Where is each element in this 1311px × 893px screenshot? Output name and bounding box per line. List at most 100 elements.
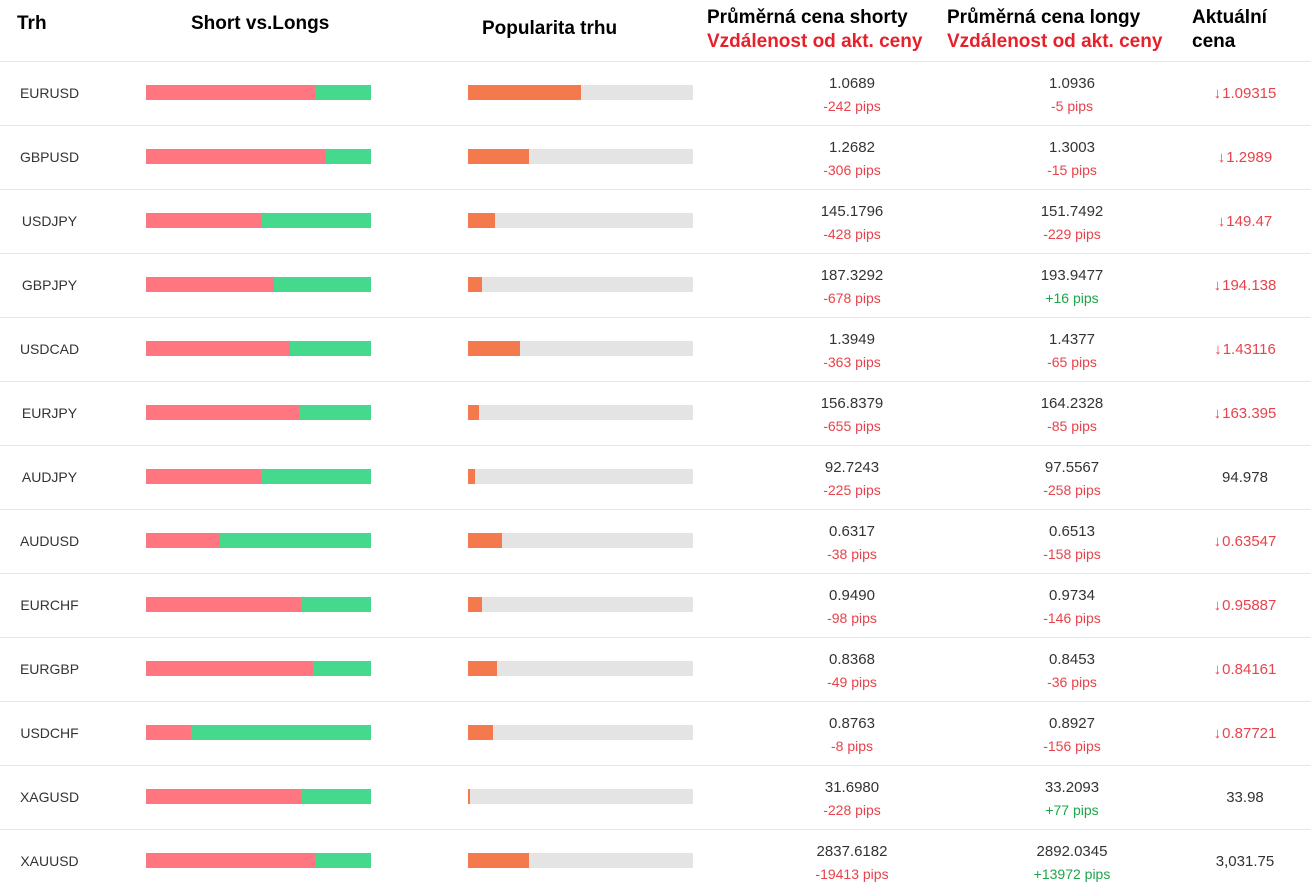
market-name[interactable]: USDCHF	[20, 725, 79, 741]
popularity-fill	[468, 789, 471, 804]
market-name[interactable]: EURGBP	[19, 661, 80, 677]
current-price-value: 0.95887	[1222, 597, 1277, 614]
market-name[interactable]: EURJPY	[21, 405, 78, 421]
popularity-bar	[468, 597, 693, 612]
table-row[interactable]: EURJPY 156.8379 -655 pips 164.2328 -85 pips ↓…	[0, 381, 1311, 445]
market-name[interactable]: XAGUSD	[19, 789, 80, 805]
popularity-fill	[468, 277, 482, 292]
avg-long-pips: -229 pips	[1043, 226, 1101, 242]
popularity-bar	[468, 533, 693, 548]
avg-long-pips: -65 pips	[1047, 354, 1097, 370]
long-portion	[326, 149, 371, 164]
short-portion	[146, 725, 191, 740]
header-market: Trh	[17, 13, 47, 34]
table-row[interactable]: GBPUSD 1.2682 -306 pips 1.3003 -15 pips ↓1.29…	[0, 125, 1311, 189]
short-portion	[146, 789, 302, 804]
table-row[interactable]: EURCHF 0.9490 -98 pips 0.9734 -146 pips ↓0.95…	[0, 573, 1311, 637]
short-portion	[146, 149, 326, 164]
popularity-bar	[468, 85, 693, 100]
table-row[interactable]: AUDJPY 92.7243 -225 pips 97.5567 -258 pips 94…	[0, 445, 1311, 509]
long-portion	[260, 469, 371, 484]
market-name[interactable]: USDCAD	[19, 341, 80, 357]
short-portion	[146, 661, 313, 676]
avg-short: 92.7243 -225 pips	[742, 458, 962, 500]
popularity-fill	[468, 85, 581, 100]
popularity-fill	[468, 533, 502, 548]
table-row[interactable]: XAUUSD 2837.6182 -19413 pips 2892.0345 +1397…	[0, 829, 1311, 893]
market-name[interactable]: GBPUSD	[19, 149, 80, 165]
market-name[interactable]: USDJPY	[21, 213, 78, 229]
avg-short-price: 1.3949	[829, 331, 875, 348]
popularity-bar	[468, 213, 693, 228]
short-portion	[146, 533, 221, 548]
avg-long: 193.9477 +16 pips	[962, 266, 1182, 308]
popularity-bar	[468, 469, 693, 484]
table-row[interactable]: USDCAD 1.3949 -363 pips 1.4377 -65 pips ↓1.43…	[0, 317, 1311, 381]
popularity-fill	[468, 661, 498, 676]
short-long-ratio-bar	[146, 469, 371, 484]
long-portion	[260, 213, 371, 228]
market-name[interactable]: EURUSD	[19, 85, 80, 101]
market-name[interactable]: EURCHF	[20, 597, 79, 613]
popularity-fill	[468, 149, 529, 164]
avg-long-price: 0.8927	[1049, 715, 1095, 732]
popularity-bar	[468, 277, 693, 292]
popularity-bar	[468, 661, 693, 676]
avg-short-pips: -98 pips	[827, 610, 877, 626]
current-price-value: 1.2989	[1226, 149, 1273, 166]
table-row[interactable]: EURGBP 0.8368 -49 pips 0.8453 -36 pips ↓0.841…	[0, 637, 1311, 701]
avg-long: 1.0936 -5 pips	[962, 74, 1182, 116]
avg-long-pips: +13972 pips	[1033, 866, 1111, 882]
table-row[interactable]: EURUSD 1.0689 -242 pips 1.0936 -5 pips ↓1.093…	[0, 61, 1311, 125]
header-popularity: Popularita trhu	[482, 18, 618, 39]
avg-long-pips: -158 pips	[1043, 546, 1101, 562]
header-avg-long-distance: Vzdálenost od akt. ceny	[947, 31, 1163, 52]
avg-long: 33.2093 +77 pips	[962, 778, 1182, 820]
avg-long: 1.4377 -65 pips	[962, 330, 1182, 372]
long-portion	[274, 277, 371, 292]
short-portion	[146, 469, 261, 484]
avg-long: 164.2328 -85 pips	[962, 394, 1182, 436]
short-long-ratio-bar	[146, 85, 371, 100]
arrow-down-icon: ↓	[1213, 725, 1222, 742]
market-name[interactable]: XAUUSD	[20, 853, 79, 869]
avg-short-price: 31.6980	[824, 779, 880, 796]
table-row[interactable]: USDCHF 0.8763 -8 pips 0.8927 -156 pips ↓0.877…	[0, 701, 1311, 765]
avg-short-price: 1.0689	[829, 75, 875, 92]
avg-long-pips: +77 pips	[1045, 802, 1099, 818]
header-avg-short: Průměrná cena shorty Vzdálenost od akt. …	[707, 6, 922, 54]
market-name[interactable]: GBPJPY	[21, 277, 78, 293]
short-portion	[146, 405, 299, 420]
avg-long-pips: -146 pips	[1043, 610, 1101, 626]
arrow-down-icon: ↓	[1213, 405, 1222, 422]
avg-long-price: 1.0936	[1049, 75, 1095, 92]
long-portion	[301, 789, 371, 804]
current-price-value: 0.87721	[1222, 725, 1277, 742]
table-row[interactable]: XAGUSD 31.6980 -228 pips 33.2093 +77 pips 33.…	[0, 765, 1311, 829]
arrow-down-icon: ↓	[1214, 341, 1222, 358]
popularity-bar	[468, 725, 693, 740]
arrow-down-icon: ↓	[1217, 149, 1226, 166]
arrow-down-icon: ↓	[1213, 597, 1222, 614]
current-price-value: 0.63547	[1222, 533, 1277, 550]
header-current-line1: Aktuální	[1192, 7, 1267, 28]
short-long-ratio-bar	[146, 725, 371, 740]
table-header: Trh Short vs.Longs Popularita trhu Průmě…	[0, 0, 1311, 61]
market-name[interactable]: AUDJPY	[21, 469, 78, 485]
current-price: ↓194.138	[1190, 254, 1300, 317]
table-row[interactable]: AUDUSD 0.6317 -38 pips 0.6513 -158 pips ↓0.63…	[0, 509, 1311, 573]
long-portion	[299, 405, 371, 420]
header-current-line2: cena	[1192, 31, 1236, 52]
popularity-bar	[468, 789, 693, 804]
avg-long: 2892.0345 +13972 pips	[962, 842, 1182, 884]
avg-short-price: 156.8379	[820, 395, 884, 412]
market-name[interactable]: AUDUSD	[19, 533, 80, 549]
header-current: Aktuální cena	[1192, 6, 1267, 54]
short-long-ratio-bar	[146, 789, 371, 804]
table-row[interactable]: GBPJPY 187.3292 -678 pips 193.9477 +16 pips ↓…	[0, 253, 1311, 317]
avg-short-pips: -228 pips	[823, 802, 881, 818]
long-portion	[290, 341, 371, 356]
avg-short: 156.8379 -655 pips	[742, 394, 962, 436]
popularity-fill	[468, 469, 475, 484]
table-row[interactable]: USDJPY 145.1796 -428 pips 151.7492 -229 pips…	[0, 189, 1311, 253]
